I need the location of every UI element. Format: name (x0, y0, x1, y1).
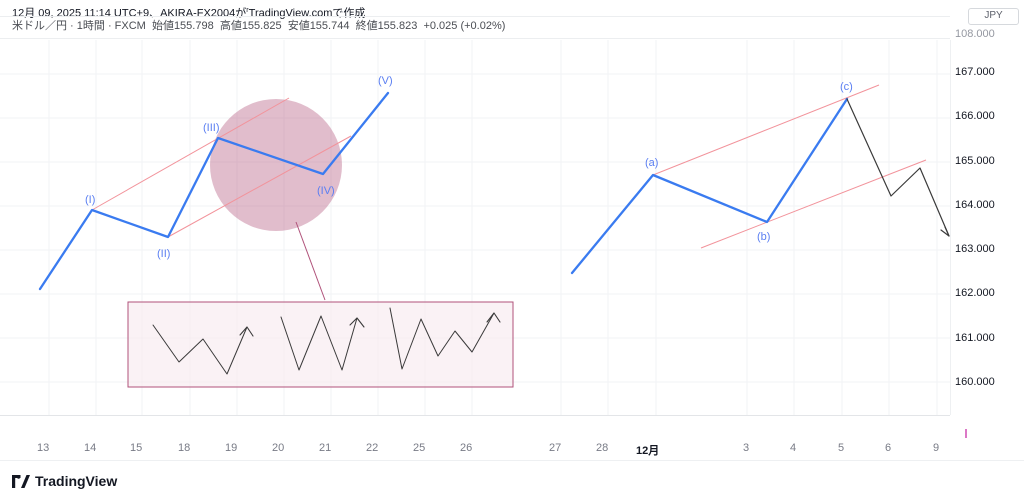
svg-text:(III): (III) (203, 122, 220, 134)
svg-text:(IV): (IV) (317, 185, 335, 197)
svg-text:(V): (V) (378, 75, 393, 87)
svg-text:(a): (a) (645, 157, 658, 169)
svg-text:(c): (c) (840, 81, 853, 93)
svg-text:(I): (I) (85, 194, 95, 206)
svg-text:(b): (b) (757, 231, 770, 243)
svg-text:(II): (II) (157, 248, 170, 260)
